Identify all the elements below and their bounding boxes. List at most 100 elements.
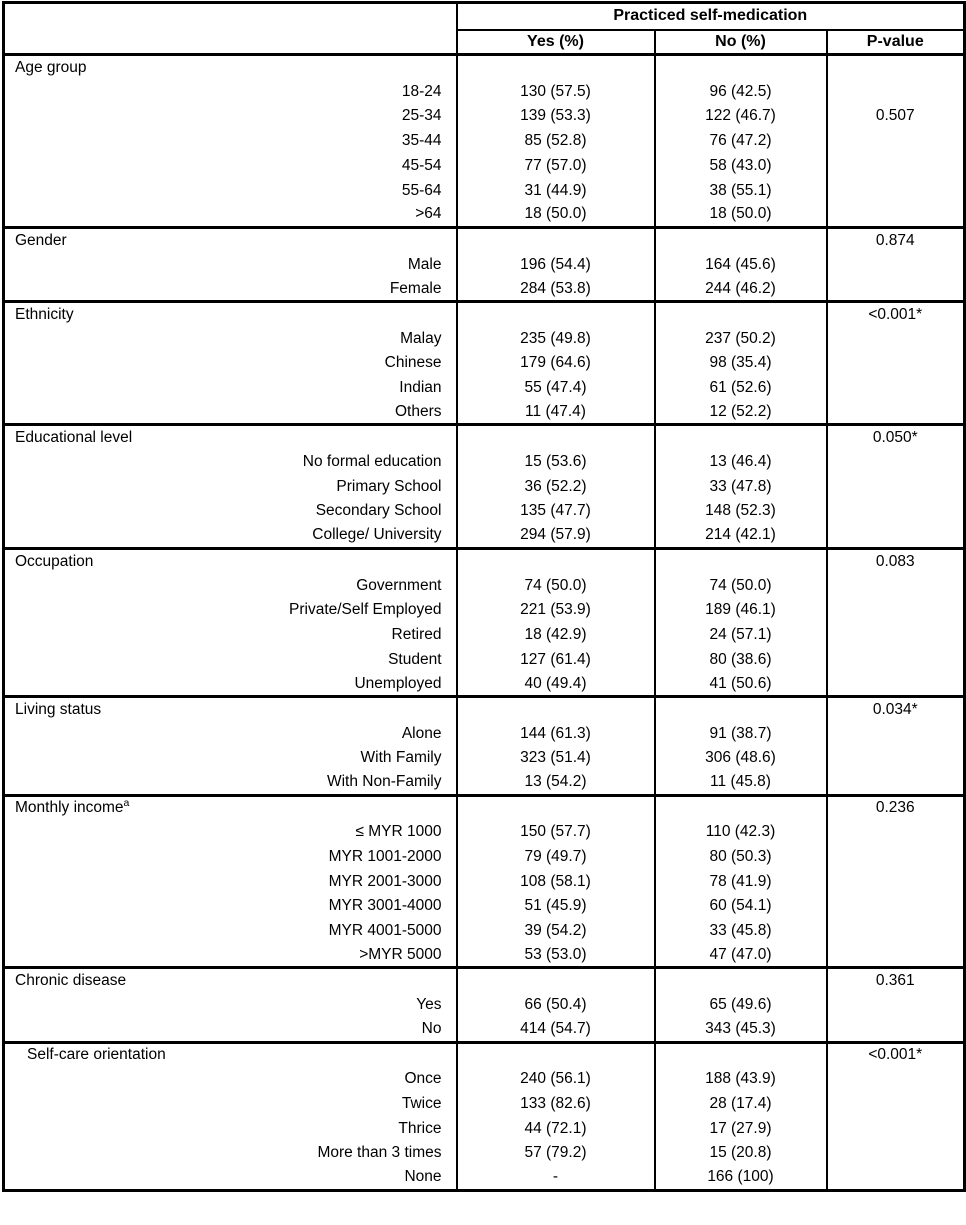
table-row: Malay 235 (49.8) 237 (50.2): [4, 326, 965, 351]
row-label: Unemployed: [354, 674, 442, 692]
no-cell: 24 (57.1): [653, 622, 827, 647]
row-label: 18-24: [401, 82, 442, 100]
no-cell: 33 (47.8): [653, 474, 827, 499]
table-row: College/ University 294 (57.9) 214 (42.1): [4, 523, 965, 549]
yes-cell: [455, 696, 655, 722]
row-label: No formal education: [302, 453, 442, 471]
p-value-cell: <0.001*: [825, 1042, 965, 1067]
p-value-cell: [825, 202, 965, 228]
row-label: Alone: [401, 724, 442, 742]
row-label: MYR 4001-5000: [328, 922, 442, 940]
no-cell: 65 (49.6): [653, 992, 827, 1018]
row-label: Chinese: [384, 354, 442, 372]
yes-cell: 55 (47.4): [455, 375, 655, 401]
section-label: Ethnicity: [4, 301, 457, 326]
no-cell: 11 (45.8): [653, 770, 827, 796]
p-value-cell: [825, 252, 965, 277]
table-row: MYR 1001-2000 79 (49.7) 80 (50.3): [4, 844, 965, 870]
yes-cell: 66 (50.4): [455, 992, 655, 1018]
yes-cell: 77 (57.0): [455, 153, 655, 178]
yes-cell: 11 (47.4): [455, 400, 655, 425]
table-row: Thrice 44 (72.1) 17 (27.9): [4, 1116, 965, 1141]
p-value-cell: [825, 572, 965, 598]
p-value-cell: [825, 1017, 965, 1042]
row-label: More than 3 times: [317, 1144, 442, 1162]
table-header: Practiced self-medication Yes (%) No (%)…: [3, 2, 965, 55]
table-row: Chinese 179 (64.6) 98 (35.4): [4, 350, 965, 376]
row-label: Thrice: [398, 1119, 442, 1137]
no-cell: 214 (42.1): [653, 523, 827, 549]
yes-cell: 144 (61.3): [455, 721, 655, 746]
p-value-cell: [825, 326, 965, 351]
row-label: ≤ MYR 1000: [355, 823, 442, 841]
row-label: >64: [415, 205, 442, 223]
yes-cell: 44 (72.1): [455, 1116, 655, 1141]
row-label: MYR 3001-4000: [328, 897, 442, 915]
row-label: 35-44: [401, 132, 442, 150]
row-label: Male: [407, 255, 442, 273]
yes-cell: 127 (61.4): [455, 647, 655, 672]
p-value-cell: 0.050*: [825, 424, 965, 450]
row-label: Yes: [416, 996, 442, 1014]
row-label: Primary School: [336, 477, 442, 495]
footnote-marker: a: [123, 797, 130, 810]
row-label: 55-64: [401, 181, 442, 199]
p-value-cell: [825, 943, 965, 968]
yes-cell: 139 (53.3): [455, 103, 655, 129]
table-row: More than 3 times 57 (79.2) 15 (20.8): [4, 1140, 965, 1166]
no-cell: 60 (54.1): [653, 893, 827, 919]
row-label: Female: [389, 279, 442, 297]
yes-cell: 18 (42.9): [455, 622, 655, 647]
section-label-text: Educational level: [15, 429, 133, 447]
self-medication-table: Practiced self-medication Yes (%) No (%)…: [2, 1, 966, 1192]
no-cell: 28 (17.4): [653, 1091, 827, 1117]
p-value-cell: [825, 375, 965, 401]
p-value-cell: <0.001*: [825, 301, 965, 327]
row-label: Others: [394, 402, 442, 420]
yes-cell: 31 (44.9): [455, 177, 655, 203]
no-cell: 12 (52.2): [653, 400, 827, 425]
row-label: Indian: [399, 379, 442, 397]
no-cell: [653, 795, 827, 820]
row-label: Private/Self Employed: [289, 601, 442, 619]
p-value-cell: [825, 844, 965, 870]
no-cell: 148 (52.3): [653, 498, 827, 524]
table-row: No 414 (54.7) 343 (45.3): [4, 1017, 965, 1042]
yes-cell: 196 (54.4): [455, 252, 655, 277]
row-label: Secondary School: [315, 502, 442, 520]
p-value-cell: [825, 1165, 965, 1191]
yes-cell: 221 (53.9): [455, 597, 655, 623]
row-label: MYR 1001-2000: [328, 848, 442, 866]
section-label: Monthly incomea: [4, 795, 457, 820]
row-label: Government: [356, 576, 442, 594]
no-cell: 74 (50.0): [653, 572, 827, 598]
section-label-text: Age group: [15, 58, 87, 76]
no-cell: 237 (50.2): [653, 326, 827, 351]
table-section: Occupation 0.083 Government 74 (50.0) 74 (50…: [3, 548, 965, 697]
no-cell: 98 (35.4): [653, 350, 827, 376]
table-row: 55-64 31 (44.9) 38 (55.1): [4, 177, 965, 203]
yes-cell: [455, 548, 655, 573]
p-value-cell: [825, 671, 965, 697]
col-header-pvalue: P-value: [825, 29, 965, 55]
no-cell: [653, 227, 827, 252]
table-row: Indian 55 (47.4) 61 (52.6): [4, 375, 965, 401]
yes-cell: 51 (45.9): [455, 893, 655, 919]
table-section: Educational level 0.050* No formal educati…: [3, 424, 965, 549]
p-value-cell: [825, 1091, 965, 1117]
yes-cell: [455, 795, 655, 820]
yes-cell: -: [455, 1165, 655, 1191]
no-cell: 76 (47.2): [653, 128, 827, 154]
section-label-text: Gender: [15, 231, 67, 249]
p-value-cell: [825, 622, 965, 647]
p-value-cell: [825, 597, 965, 623]
p-value-cell: [825, 893, 965, 919]
yes-cell: 15 (53.6): [455, 449, 655, 475]
no-cell: 189 (46.1): [653, 597, 827, 623]
table-row: Unemployed 40 (49.4) 41 (50.6): [4, 671, 965, 697]
table-section: Gender 0.874 Male 196 (54.4) 164 (45.6) Femal…: [3, 227, 965, 302]
section-label-row: Self-care orientation <0.001*: [4, 1042, 965, 1067]
table-row: Female 284 (53.8) 244 (46.2): [4, 276, 965, 302]
p-value-cell: [825, 128, 965, 154]
section-label: Educational level: [4, 425, 457, 450]
